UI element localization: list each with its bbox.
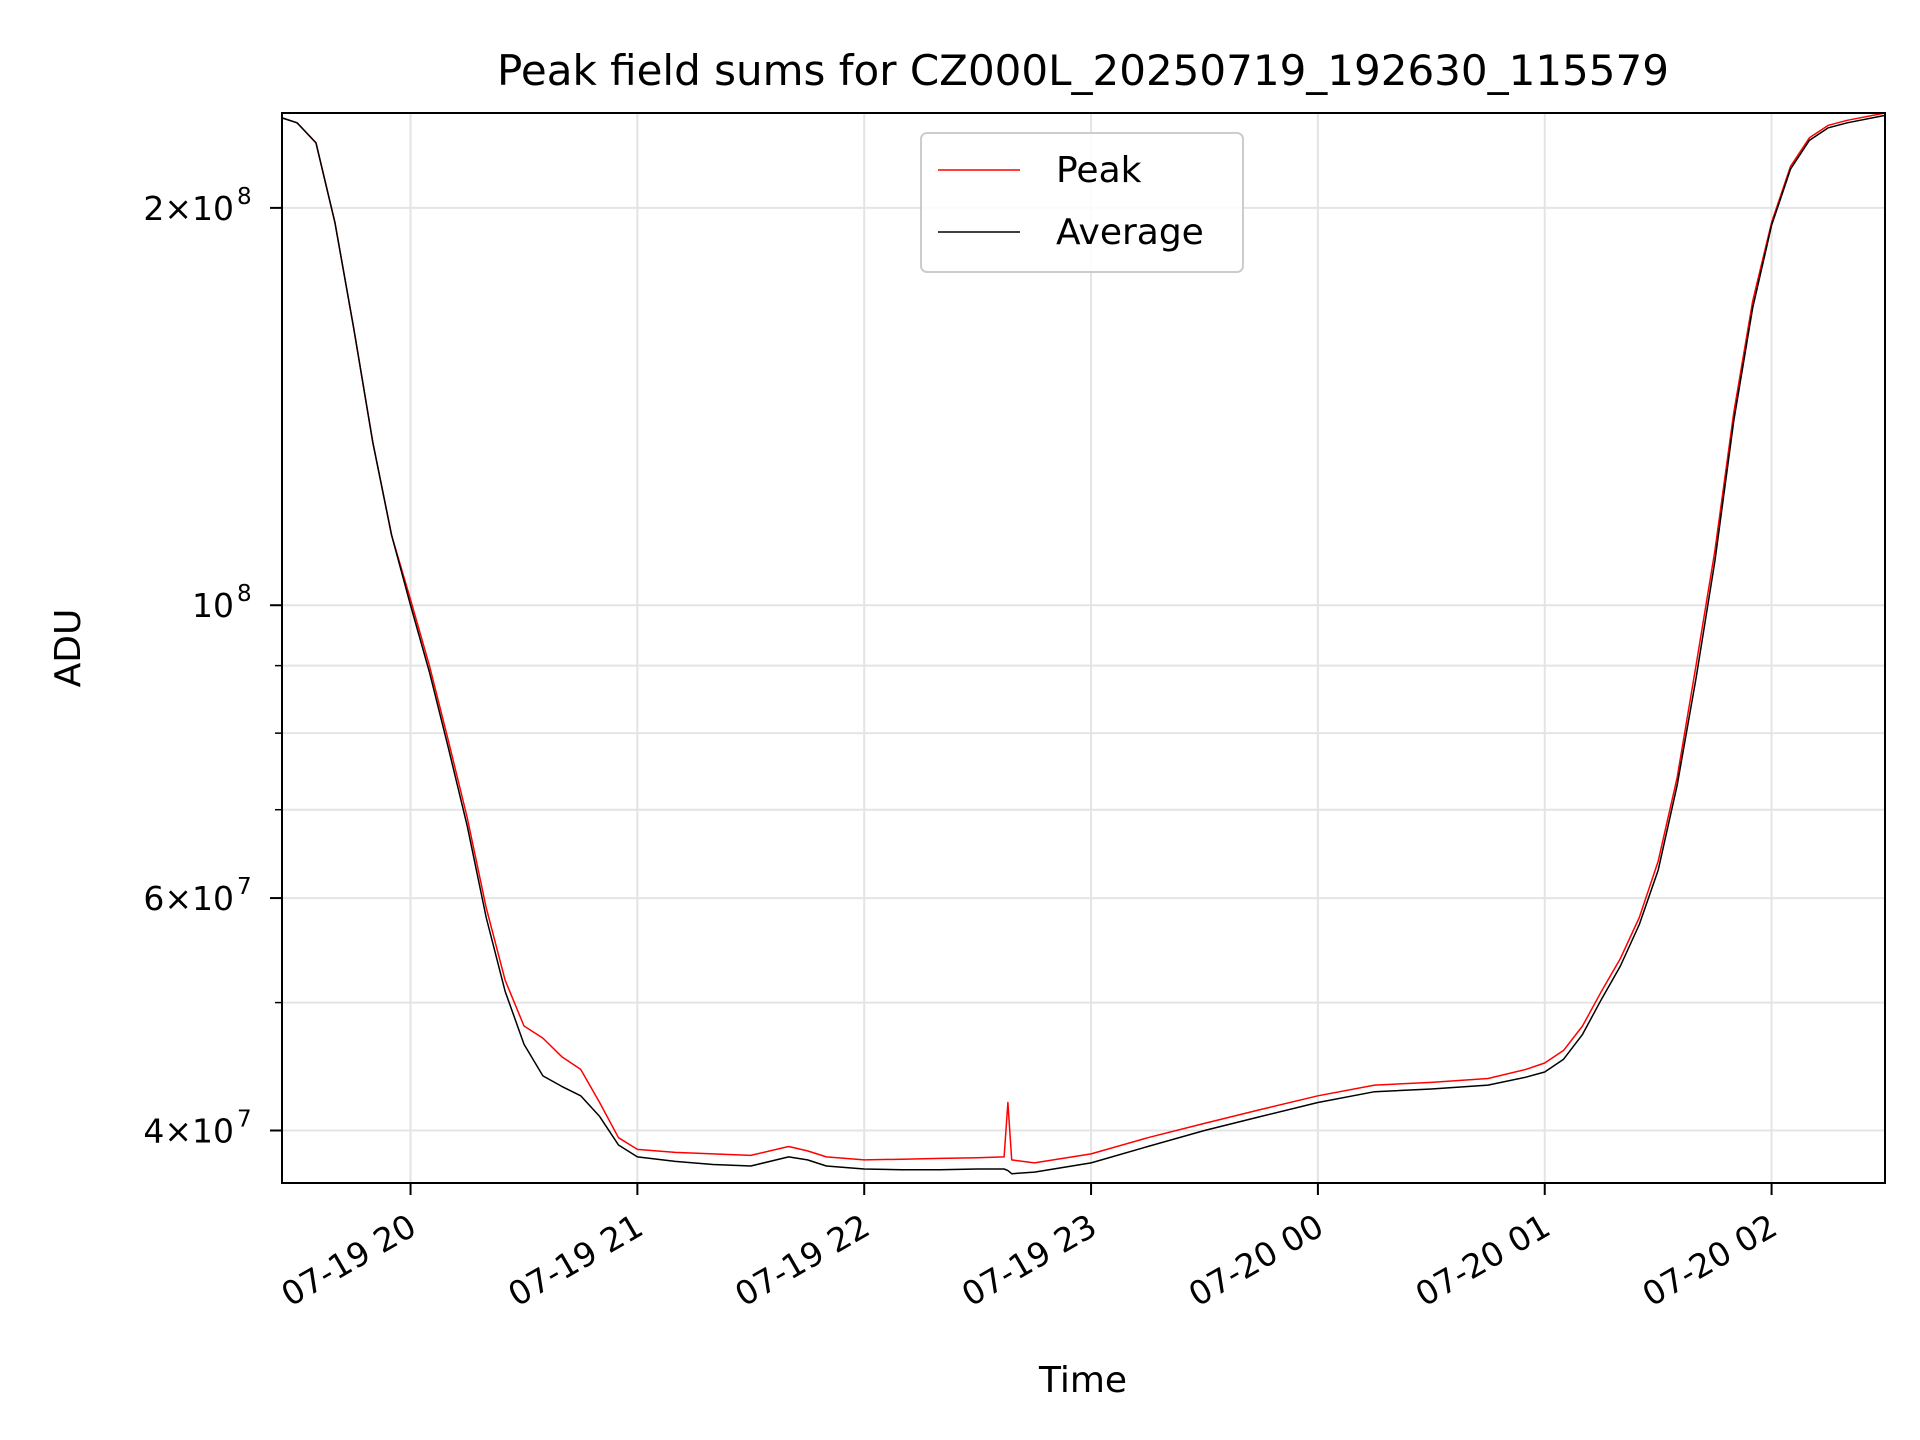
y-tick-label: 10 (192, 586, 234, 625)
legend: Peak Average (920, 132, 1244, 273)
y-tick-label: 2×10 (143, 189, 234, 228)
legend-label-average: Average (1056, 212, 1204, 253)
y-axis-label: ADU (48, 609, 89, 688)
y-tick-label: 6×10 (143, 879, 234, 918)
series-line-peak (281, 112, 1886, 1164)
legend-label-peak: Peak (1056, 150, 1142, 191)
y-tick-label-exponent: 8 (237, 184, 252, 210)
x-axis-label: Time (1038, 1360, 1127, 1401)
series-layer (281, 112, 1886, 1175)
plot-frame (281, 112, 1886, 1184)
y-tick-label-exponent: 8 (237, 581, 252, 607)
y-tick-label: 4×10 (143, 1112, 234, 1151)
legend-box (920, 132, 1244, 273)
chart-title: Peak field sums for CZ000L_20250719_1926… (497, 46, 1669, 95)
y-tick-label-exponent: 7 (237, 1107, 252, 1133)
series-line-average (281, 114, 1886, 1175)
y-tick-label-exponent: 7 (237, 874, 252, 900)
